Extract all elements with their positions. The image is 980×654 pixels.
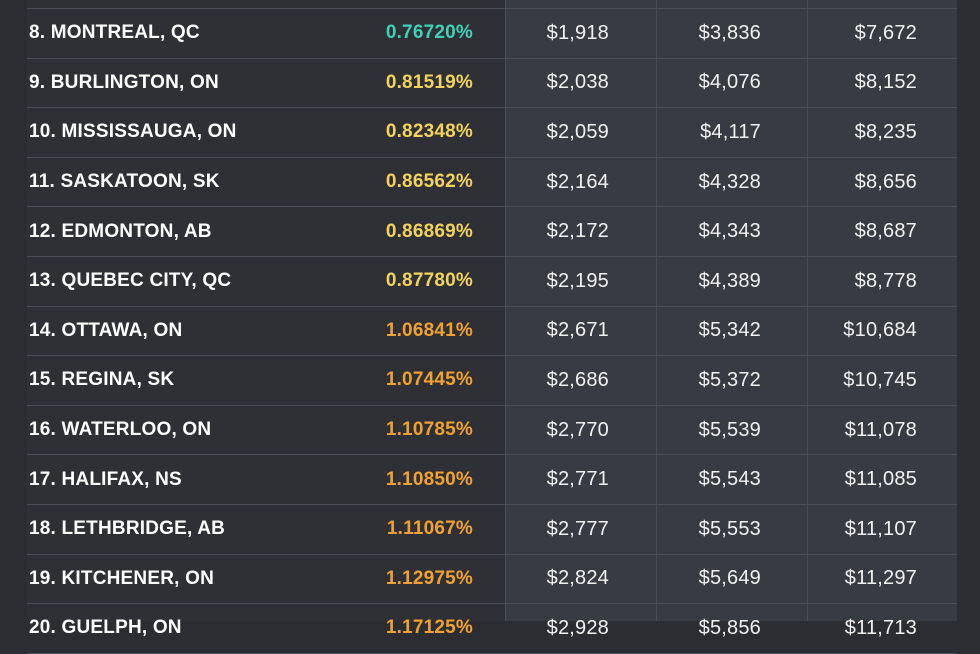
table-row: 20. GUELPH, ON 1.17125% $2,928 $5,856 $11,71… bbox=[27, 604, 957, 654]
property-tax-table: 8. MONTREAL, QC 0.76720% $1,918 $3,836 $7,67… bbox=[27, 0, 957, 654]
city-label: 20. GUELPH, ON bbox=[29, 617, 182, 639]
tax-rate-value: 1.11067% bbox=[386, 518, 473, 540]
city-label: 19. KITCHENER, ON bbox=[29, 567, 214, 589]
tax-amount-3: $11,297 bbox=[844, 567, 917, 590]
tax-amount-2: $4,343 bbox=[698, 220, 761, 243]
tax-amount-1: $2,771 bbox=[546, 468, 609, 491]
city-label: 10. MISSISSAUGA, ON bbox=[29, 121, 237, 143]
tax-amount-3: $11,713 bbox=[844, 616, 917, 639]
tax-amount-3: $8,656 bbox=[854, 170, 917, 193]
tax-amount-2: $4,117 bbox=[700, 120, 761, 143]
tax-rate-value: 1.07445% bbox=[385, 369, 473, 391]
tax-amount-1: $2,770 bbox=[546, 418, 609, 441]
tax-amount-1: $1,918 bbox=[546, 21, 609, 44]
tax-rate-value: 0.76720% bbox=[385, 22, 473, 44]
table-row: 12. EDMONTON, AB 0.86869% $2,172 $4,343 $8,6… bbox=[27, 207, 957, 257]
column-divider bbox=[656, 0, 657, 621]
tax-amount-2: $5,543 bbox=[698, 468, 761, 491]
tax-amount-2: $5,553 bbox=[698, 517, 761, 540]
tax-amount-3: $11,107 bbox=[844, 517, 917, 540]
tax-amount-3: $11,085 bbox=[844, 468, 917, 491]
tax-amount-2: $5,372 bbox=[698, 368, 761, 391]
table-row: 18. LETHBRIDGE, AB 1.11067% $2,777 $5,553 $1… bbox=[27, 505, 957, 555]
tax-amount-3: $8,235 bbox=[854, 120, 917, 143]
tax-amount-3: $10,745 bbox=[843, 368, 917, 391]
tax-amount-1: $2,928 bbox=[546, 616, 609, 639]
table-row: 10. MISSISSAUGA, ON 0.82348% $2,059 $4,117 $… bbox=[27, 108, 957, 158]
table-row: 14. OTTAWA, ON 1.06841% $2,671 $5,342 $10,68… bbox=[27, 307, 957, 357]
tax-rate-value: 0.82348% bbox=[385, 121, 473, 143]
tax-amount-1: $2,038 bbox=[546, 71, 609, 94]
tax-amount-1: $2,777 bbox=[546, 517, 609, 540]
tax-amount-1: $2,686 bbox=[546, 368, 609, 391]
tax-amount-2: $3,836 bbox=[698, 21, 761, 44]
tax-rate-value: 0.86869% bbox=[385, 220, 473, 242]
tax-amount-1: $2,059 bbox=[546, 120, 609, 143]
tax-amount-3: $8,152 bbox=[854, 71, 917, 94]
city-label: 9. BURLINGTON, ON bbox=[29, 71, 219, 93]
column-divider bbox=[807, 0, 808, 621]
city-label: 15. REGINA, SK bbox=[29, 369, 175, 391]
table-row: 19. KITCHENER, ON 1.12975% $2,824 $5,649 $11… bbox=[27, 555, 957, 605]
tax-amount-2: $5,856 bbox=[698, 616, 761, 639]
tax-amount-1: $2,195 bbox=[546, 269, 609, 292]
tax-amount-2: $5,649 bbox=[698, 567, 761, 590]
city-label: 18. LETHBRIDGE, AB bbox=[29, 518, 226, 540]
city-label: 8. MONTREAL, QC bbox=[29, 22, 200, 44]
row-divider bbox=[27, 8, 957, 9]
tax-amount-2: $5,539 bbox=[698, 418, 761, 441]
tax-amount-1: $2,172 bbox=[546, 220, 609, 243]
tax-amount-3: $7,672 bbox=[854, 21, 917, 44]
tax-rate-value: 1.06841% bbox=[385, 319, 473, 341]
table-row: 17. HALIFAX, NS 1.10850% $2,771 $5,543 $11,0… bbox=[27, 455, 957, 505]
tax-amount-2: $4,076 bbox=[698, 71, 761, 94]
tax-amount-1: $2,671 bbox=[546, 319, 609, 342]
tax-amount-3: $8,687 bbox=[854, 220, 917, 243]
table-row: 13. QUEBEC CITY, QC 0.87780% $2,195 $4,389 $… bbox=[27, 257, 957, 307]
table-row: 8. MONTREAL, QC 0.76720% $1,918 $3,836 $7,67… bbox=[27, 9, 957, 59]
tax-rate-value: 1.10785% bbox=[385, 419, 473, 441]
tax-amount-3: $11,078 bbox=[844, 418, 917, 441]
table-row: 15. REGINA, SK 1.07445% $2,686 $5,372 $10,74… bbox=[27, 356, 957, 406]
city-label: 16. WATERLOO, ON bbox=[29, 419, 212, 441]
tax-amount-1: $2,824 bbox=[546, 567, 609, 590]
tax-amount-2: $4,389 bbox=[698, 269, 761, 292]
table-row: 11. SASKATOON, SK 0.86562% $2,164 $4,328 $8,… bbox=[27, 158, 957, 208]
table-row: 16. WATERLOO, ON 1.10785% $2,770 $5,539 $11,… bbox=[27, 406, 957, 456]
tax-amount-2: $4,328 bbox=[698, 170, 761, 193]
tax-rate-value: 0.87780% bbox=[385, 270, 473, 292]
tax-amount-3: $8,778 bbox=[854, 269, 917, 292]
tax-amount-1: $2,164 bbox=[546, 170, 609, 193]
tax-rate-value: 1.12975% bbox=[385, 567, 473, 589]
tax-rate-value: 1.17125% bbox=[385, 617, 473, 639]
city-label: 17. HALIFAX, NS bbox=[29, 468, 182, 490]
column-divider bbox=[505, 0, 506, 621]
tax-rate-value: 0.81519% bbox=[385, 71, 473, 93]
tax-rate-value: 0.86562% bbox=[385, 171, 473, 193]
city-label: 14. OTTAWA, ON bbox=[29, 319, 183, 341]
tax-amount-2: $5,342 bbox=[698, 319, 761, 342]
city-label: 11. SASKATOON, SK bbox=[29, 171, 220, 193]
tax-rate-value: 1.10850% bbox=[385, 468, 473, 490]
city-label: 13. QUEBEC CITY, QC bbox=[29, 270, 232, 292]
tax-amount-3: $10,684 bbox=[843, 319, 917, 342]
table-row: 9. BURLINGTON, ON 0.81519% $2,038 $4,076 $8,… bbox=[27, 59, 957, 109]
amount-columns-background bbox=[505, 0, 957, 621]
city-label: 12. EDMONTON, AB bbox=[29, 220, 212, 242]
